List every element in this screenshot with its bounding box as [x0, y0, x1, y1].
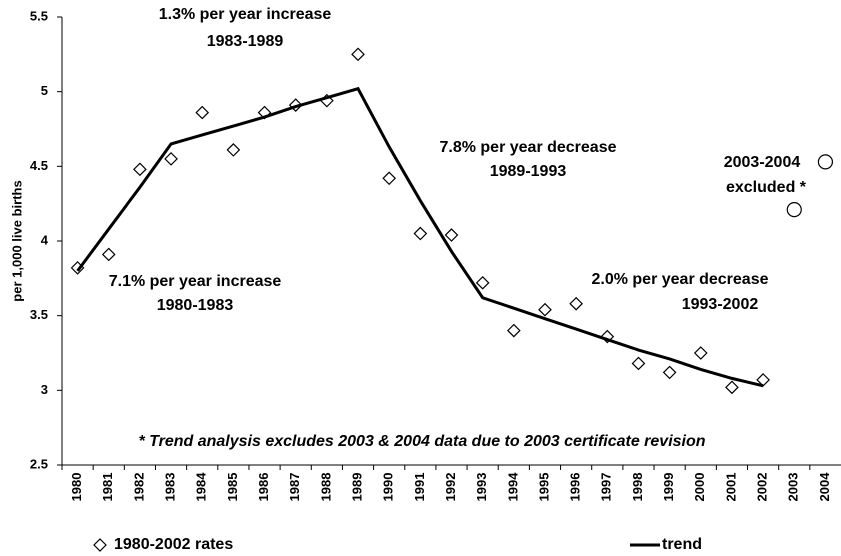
x-tick-label: 2001	[723, 473, 738, 502]
diamond-marker	[195, 105, 210, 120]
x-tick-label: 2000	[692, 473, 707, 502]
annotation: 7.8% per year decrease	[439, 139, 616, 156]
diamond-marker	[538, 302, 552, 317]
x-tick-label: 2003	[786, 473, 801, 502]
x-tick-label: 2002	[755, 473, 770, 502]
diamond-marker	[693, 346, 708, 360]
annotation: 1980-1983	[157, 297, 234, 314]
annotation: 1983-1989	[207, 33, 284, 50]
x-tick-label: 1991	[412, 473, 427, 502]
x-tick-label: 1980	[69, 473, 84, 502]
trend-line	[76, 86, 764, 388]
diamond-marker	[164, 152, 178, 166]
x-tick-label: 1999	[661, 473, 676, 502]
y-tick-label: 3.5	[30, 307, 48, 322]
annotation: 1.3% per year increase	[159, 6, 332, 23]
diamond-marker	[413, 226, 428, 241]
y-tick-label: 4.5	[30, 158, 48, 173]
diamond-marker	[382, 171, 397, 186]
x-tick-label: 1986	[256, 473, 271, 502]
diamond-marker	[351, 47, 365, 62]
legend-label: 1980-2002 rates	[114, 536, 233, 553]
x-tick-label: 1985	[225, 473, 240, 502]
x-tick-label: 1987	[287, 473, 302, 502]
circle-marker	[786, 202, 802, 218]
x-tick-label: 1995	[536, 473, 551, 502]
x-tick-label: 1993	[474, 473, 489, 502]
y-axis-label: per 1,000 live births	[9, 180, 24, 301]
x-tick-label: 1990	[381, 473, 396, 502]
x-tick-label: 1992	[443, 473, 458, 502]
y-tick-label: 3	[41, 382, 48, 397]
x-tick-label: 1996	[568, 473, 583, 502]
diamond-marker	[444, 228, 459, 242]
diamond-marker	[506, 323, 521, 338]
circle-marker	[817, 154, 834, 170]
x-tick-label: 1997	[599, 473, 614, 502]
x-tick-label: 1982	[131, 473, 146, 502]
x-tick-label: 1988	[318, 473, 333, 502]
y-tick-label: 2.5	[30, 456, 48, 471]
x-tick-label: 1998	[630, 473, 645, 502]
diamond-marker	[226, 143, 241, 157]
diamond-marker	[569, 296, 583, 311]
annotation: 2003-2004	[724, 154, 801, 171]
legend-label: trend	[662, 536, 702, 553]
y-tick-label: 5.5	[30, 8, 48, 23]
x-tick-label: 1989	[349, 473, 364, 502]
diamond-marker	[662, 365, 677, 380]
diamond-marker	[101, 247, 116, 262]
diamond-marker	[475, 275, 490, 290]
x-tick-label: 2004	[817, 472, 832, 502]
diamond-marker	[133, 162, 147, 177]
x-tick-label: 1981	[100, 473, 115, 502]
annotation: excluded *	[726, 179, 807, 196]
y-tick-label: 4	[41, 232, 49, 247]
diamond-marker	[756, 373, 770, 387]
x-tick-label: 1994	[505, 472, 520, 502]
annotation: 7.1% per year increase	[109, 273, 282, 290]
annotation: 1993-2002	[682, 296, 759, 313]
x-tick-label: 1983	[162, 473, 177, 502]
x-tick-label: 1984	[194, 472, 209, 502]
annotation: 1989-1993	[490, 163, 567, 180]
diamond-marker	[631, 356, 646, 371]
annotation: 2.0% per year decrease	[591, 271, 768, 288]
footnote: * Trend analysis excludes 2003 & 2004 da…	[138, 433, 705, 450]
y-tick-label: 5	[41, 83, 48, 98]
diamond-marker	[93, 538, 107, 552]
diamond-marker	[725, 380, 739, 395]
